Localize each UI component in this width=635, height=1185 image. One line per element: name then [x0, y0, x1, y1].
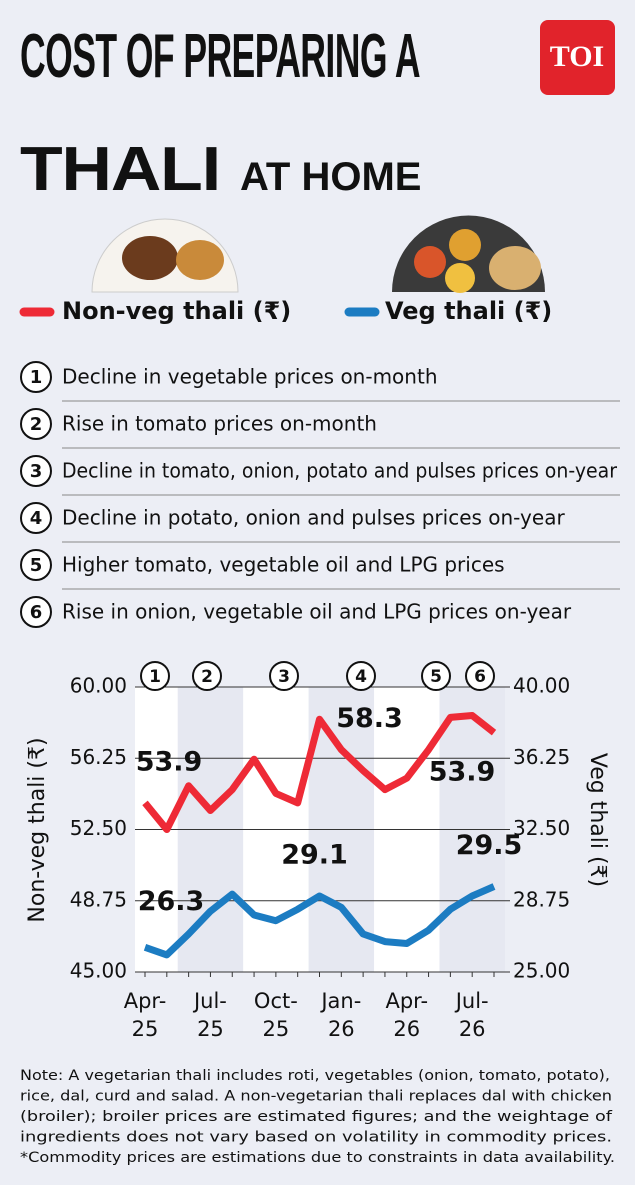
footnote: ingredients does not vary based on volat…	[20, 1130, 612, 1146]
data-label: 29.1	[281, 840, 348, 871]
marker-badge	[140, 661, 170, 691]
marker-badge	[192, 661, 222, 691]
annotation: 53.9	[429, 757, 496, 788]
line	[143, 883, 496, 959]
note-number: 4	[30, 508, 43, 529]
note-number: 2	[30, 414, 43, 435]
marker-badge	[346, 661, 376, 691]
food-curry	[176, 240, 224, 280]
footnote: Note: A vegetarian thali includes roti, …	[20, 1068, 610, 1084]
footnote: *Commodity prices are estimations due to…	[20, 1150, 615, 1166]
y2-tick-label: 40.00	[513, 674, 570, 698]
marker-number: 3	[278, 667, 290, 687]
y2-axis-label: Veg thali (₹)	[585, 753, 610, 887]
y-tick-label: 60.00	[70, 674, 127, 698]
note-text: Decline in tomato, onion, potato and pul…	[62, 459, 618, 483]
marker-number: 6	[474, 667, 486, 687]
y2-tick-label: 25.00	[513, 959, 570, 983]
note-number: 3	[30, 461, 43, 482]
data-label: 58.3	[336, 703, 403, 734]
marker-number: 5	[430, 667, 442, 687]
line	[142, 712, 497, 833]
y-tick-label: 48.75	[70, 887, 127, 911]
marker-badge	[465, 661, 495, 691]
food-bowl-small	[449, 229, 481, 261]
x-tick-label: Oct-25	[254, 989, 298, 1041]
x-tick-label: Jul-25	[192, 989, 227, 1041]
y-tick-label: 56.25	[70, 745, 127, 769]
note-badge	[20, 361, 52, 393]
marker-badge	[421, 661, 451, 691]
food-bowl-small	[445, 263, 475, 293]
y-tick-label: 52.50	[70, 816, 127, 840]
note-text: Rise in tomato prices on-month	[62, 412, 377, 436]
data-label: 53.9	[136, 746, 203, 777]
legend-label: Non-veg thali (₹)	[62, 297, 291, 325]
food-meat	[122, 236, 178, 280]
note-text: Decline in vegetable prices on-month	[62, 365, 438, 389]
y2-tick-label: 36.25	[513, 745, 570, 769]
data-label: 26.3	[138, 886, 205, 917]
note-text: Decline in potato, onion and pulses pric…	[62, 506, 565, 530]
x-tick-label: Jan-26	[319, 989, 361, 1041]
food-roti	[489, 246, 541, 290]
logo: TOI	[550, 40, 604, 73]
note-number: 6	[30, 602, 43, 623]
x-tick-label: Apr-25	[124, 989, 167, 1041]
y-axis-label: Non-veg thali (₹)	[25, 737, 50, 922]
marker-number: 2	[201, 667, 213, 687]
footnote: rice, dal, curd and salad. A non-vegetar…	[20, 1089, 612, 1105]
title-line: THALI	[20, 135, 220, 204]
marker-number: 4	[355, 667, 367, 687]
y2-tick-label: 32.50	[513, 816, 570, 840]
y-tick-label: 45.00	[70, 959, 127, 983]
note-badge	[20, 596, 52, 628]
note-badge	[20, 408, 52, 440]
subtitle: AT HOME	[240, 155, 421, 199]
footnote: (broiler); broiler prices are estimated …	[20, 1109, 613, 1125]
logo-box	[540, 20, 615, 95]
title: COST OF PREPARING A	[20, 22, 420, 91]
note-number: 5	[30, 555, 43, 576]
note-badge	[20, 455, 52, 487]
marker-badge	[269, 661, 299, 691]
note-number: 1	[30, 367, 43, 388]
y2-tick-label: 28.75	[513, 887, 570, 911]
note-badge	[20, 549, 52, 581]
note-badge	[20, 502, 52, 534]
marker-number: 1	[149, 667, 161, 687]
x-tick-label: Jul-26	[454, 989, 489, 1041]
note-text: Rise in onion, vegetable oil and LPG pri…	[62, 600, 572, 624]
legend-label: Veg thali (₹)	[385, 297, 552, 325]
note-text: Higher tomato, vegetable oil and LPG pri…	[62, 553, 505, 577]
data-label: 29.5	[456, 830, 523, 861]
food-bowl-small	[414, 246, 446, 278]
x-tick-label: Apr-26	[385, 989, 428, 1041]
